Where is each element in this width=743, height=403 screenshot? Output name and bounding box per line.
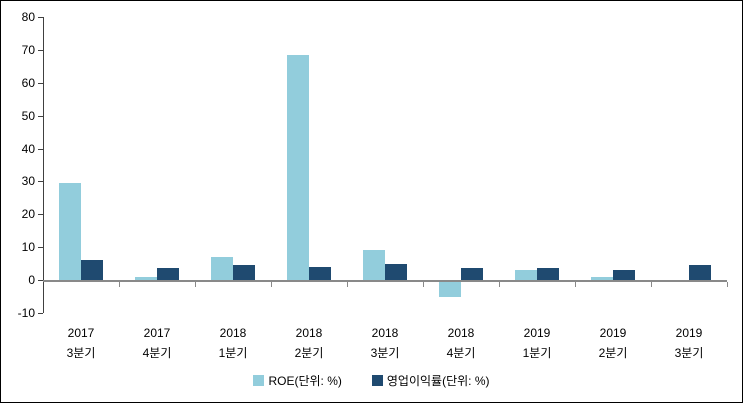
bar-op-margin [309,266,331,280]
bar-op-margin [81,260,103,280]
legend-item: ROE(단위: %) [253,372,342,389]
x-axis-label: 2019 2분기 [598,326,628,360]
bar-op-margin [157,268,179,280]
bar-op-margin [689,265,711,280]
legend-item: 영업이익률(단위: %) [371,372,490,389]
y-axis-tick-mark [38,148,43,150]
legend-label: ROE(단위: %) [268,374,342,388]
bar-roe [135,276,157,280]
legend: ROE(단위: %) 영업이익률(단위: %) [1,372,742,389]
y-axis-tick-label: 60 [21,75,35,90]
y-axis-tick-mark [38,214,43,216]
bar-op-margin [233,265,255,280]
x-axis-tick-mark [195,282,196,287]
x-axis-tick-mark [271,282,272,287]
y-axis-tick-mark [38,17,43,18]
legend-swatch-op-margin [371,375,383,386]
x-axis-label: 2017 4분기 [142,326,172,360]
y-axis-tick-label: -10 [17,305,35,320]
x-axis-tick-mark [651,282,652,287]
bar-roe [591,276,613,280]
bar-op-margin [461,268,483,280]
bar-op-margin [537,268,559,280]
y-axis-tick-label: 0 [28,273,35,287]
x-axis-label: 2017 3분기 [66,326,96,360]
y-axis-tick-mark [38,82,43,84]
x-axis-label: 2018 4분기 [446,326,476,360]
legend-label: 영업이익률(단위: %) [386,374,490,388]
y-axis-tick-label: 10 [21,240,35,255]
legend-swatch-roe [253,375,265,386]
bar-roe [287,54,309,280]
y-axis-tick-mark [38,247,43,249]
y-axis-tick-mark [38,49,43,51]
x-axis-label: 2018 3분기 [370,326,400,360]
y-axis-line [43,17,44,313]
x-axis-tick-mark [423,282,424,287]
y-axis-tick-mark [38,115,43,117]
bar-roe [363,250,385,280]
x-axis-tick-mark [347,282,348,287]
x-axis-tick-mark [499,282,500,287]
x-axis-label: 2018 1분기 [218,326,248,360]
y-axis-tick-mark [38,312,43,314]
bar-roe [59,183,81,280]
y-axis-tick-mark [38,181,43,183]
bar-roe [515,270,537,280]
x-axis-label: 2019 1분기 [522,326,552,360]
y-axis-tick-label: 70 [21,42,35,57]
y-axis-tick-label: 20 [21,207,35,222]
y-axis-tick-label: 50 [21,108,35,123]
y-axis-tick-label: 80 [21,10,35,24]
x-axis-tick-mark [575,282,576,287]
x-axis-tick-mark [119,282,120,287]
x-axis-tick-mark [727,282,728,287]
x-axis-label: 2019 3분기 [674,326,704,360]
y-axis-tick-label: 40 [21,141,35,156]
y-axis-tick-label: 30 [21,174,35,189]
bar-op-margin [385,263,407,280]
x-axis-label: 2018 2분기 [294,326,324,360]
x-axis-baseline [43,280,727,282]
bar-op-margin [613,270,635,280]
bar-roe [439,282,461,297]
y-axis-tick-mark [38,280,43,281]
bar-roe [211,256,233,280]
